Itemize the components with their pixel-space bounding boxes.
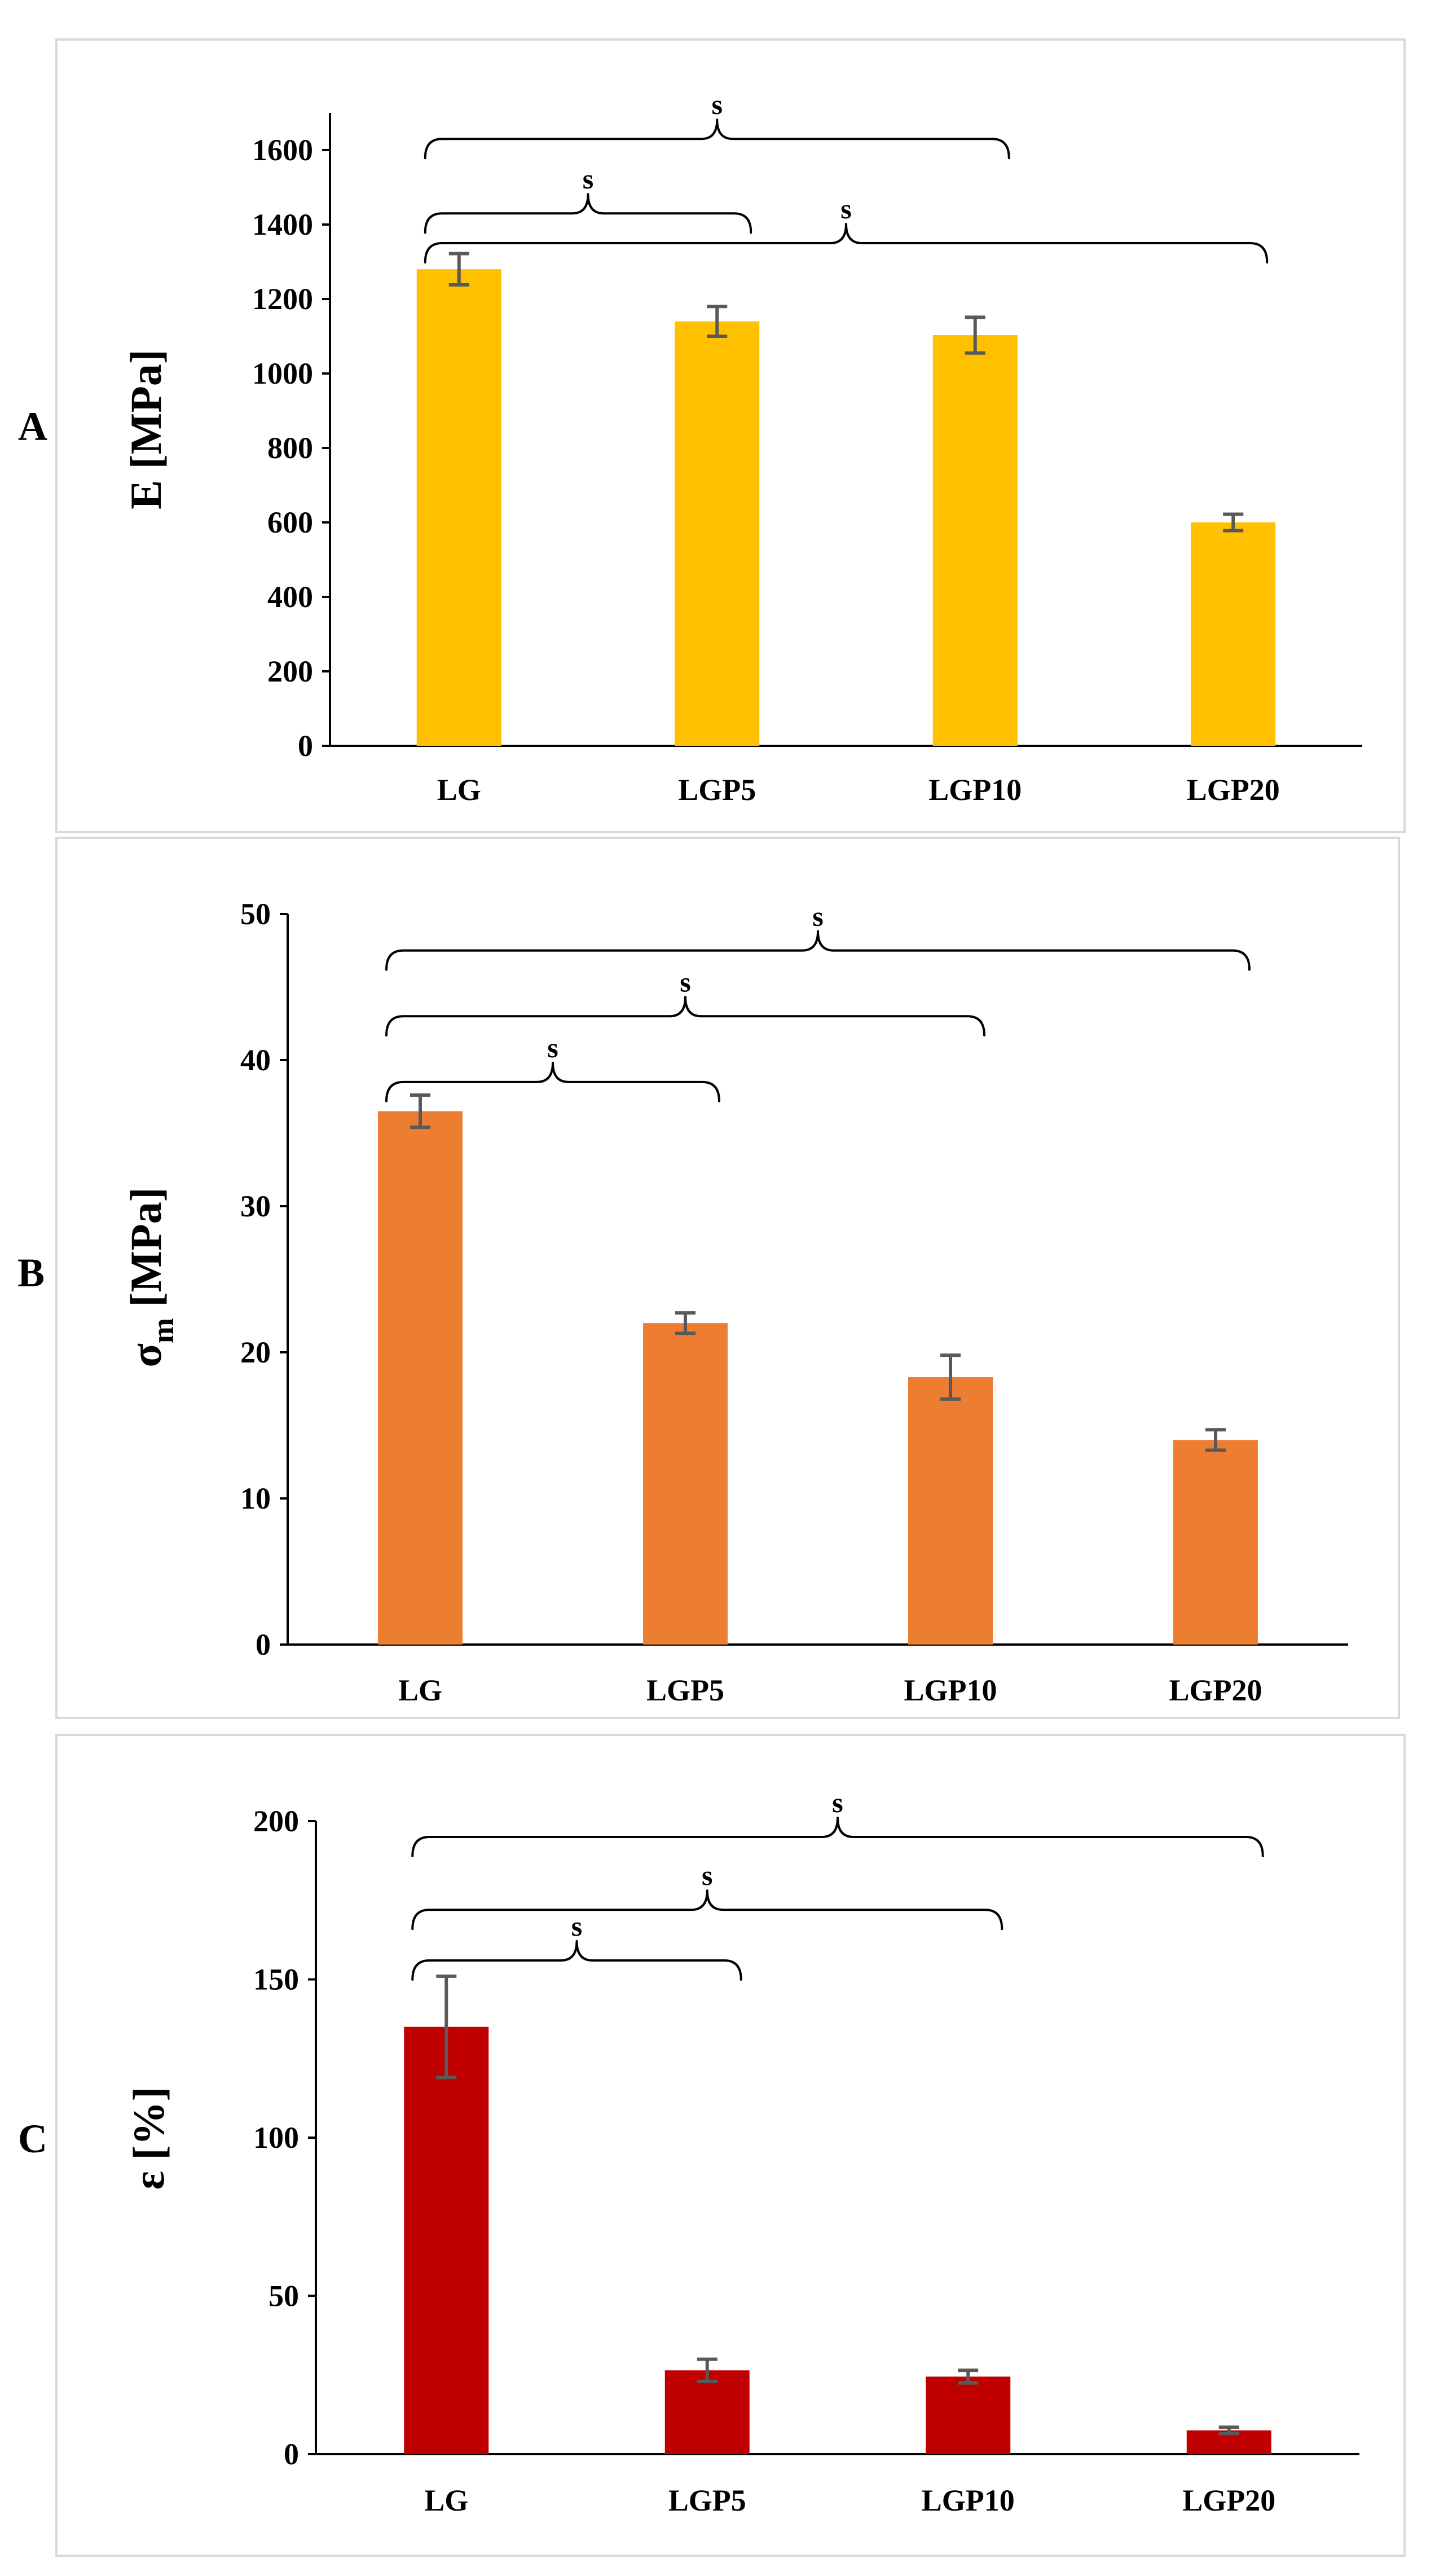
significance-label: s [812,900,823,932]
significance-label: s [571,1910,582,1942]
x-tick-label: LGP20 [1169,1673,1262,1707]
x-tick-label: LGP5 [678,773,756,807]
y-tick-label: 20 [240,1335,271,1369]
y-tick-label: 400 [267,580,313,614]
y-tick-label: 1000 [252,357,313,390]
y-tick-label: 600 [267,505,313,539]
y-axis-title-main: ε [%] [124,2087,173,2190]
y-tick-label: 0 [298,729,313,763]
error-bar-LGP10 [965,315,985,355]
x-tick-label: LG [398,1673,442,1707]
error-bar-LG [448,252,469,287]
y-axis-title-main: E [MPa] [121,349,170,509]
y-tick-label: 0 [256,1628,271,1661]
x-tick-label: LG [424,2483,468,2517]
y-tick-label: 50 [240,897,271,931]
x-tick-label: LGP10 [922,2483,1015,2517]
y-tick-label: 150 [253,1963,299,1997]
significance-bracket [411,1817,1264,1858]
significance-bracket [424,193,752,234]
y-tick-label: 200 [253,1804,299,1838]
y-tick-label: 30 [240,1189,271,1223]
bar-LG [416,269,501,746]
significance-label: s [832,1787,843,1818]
x-tick-label: LGP10 [928,773,1022,807]
bar-LGP10 [926,2376,1011,2454]
x-tick-label: LG [437,773,481,807]
bar-LGP10 [932,335,1018,746]
x-tick-label: LGP5 [668,2483,746,2517]
y-tick-label: 1400 [252,208,313,241]
chart-panel-A: 0 200 400 600 800 1000 1200 1400 1600 LG LGP5 LGP10… [18,38,1406,833]
significance-bracket [385,930,1251,971]
y-axis-title-main: σ [121,1343,170,1367]
bar-LGP20 [1173,1440,1258,1645]
panel-label: A [18,404,47,449]
significance-bracket [424,118,1010,160]
y-axis-title: E [MPa] [121,349,170,509]
x-tick-label: LGP5 [646,1673,724,1707]
significance-label: s [583,163,593,195]
bar-LGP5 [664,2370,750,2454]
error-bar-LGP20 [1223,512,1244,533]
x-tick-label: LGP20 [1187,773,1280,807]
bar-LG [378,1111,463,1645]
error-bar-LGP5 [697,2357,718,2383]
significance-label: s [702,1860,712,1891]
error-bar-LGP5 [675,1311,696,1335]
significance-bracket [385,996,985,1037]
error-bar-LGP20 [1205,1428,1226,1452]
error-bar-LG [436,1974,457,2080]
significance-label: s [712,89,723,120]
bar-LGP20 [1191,522,1276,746]
chart-panel-C: 0 50 100 150 200 LG LGP5 LGP10 LGP20 s s s ε [%] C [18,1734,1406,2557]
significance-bracket [424,223,1269,263]
x-tick-label: LGP20 [1182,2483,1275,2517]
significance-label: s [840,193,851,225]
chart-panel-B: 0 10 20 30 40 50 LG LGP5 LGP10 LGP20 s s s σm [MPa] B [17,837,1400,1719]
error-bar-LGP10 [958,2368,979,2385]
significance-label: s [547,1032,558,1063]
y-axis-title: ε [%] [124,2087,173,2190]
significance-label: s [680,966,690,997]
y-tick-label: 800 [267,431,313,465]
y-tick-label: 50 [268,2279,299,2313]
bar-LGP10 [908,1377,993,1645]
y-tick-label: 1200 [252,282,313,316]
error-bar-LGP5 [707,305,728,338]
y-tick-label: 200 [267,654,313,688]
panel-label: B [17,1250,45,1295]
error-bar-LGP10 [940,1353,961,1401]
significance-bracket [411,1940,742,1981]
significance-bracket [385,1061,720,1102]
y-tick-label: 0 [284,2437,299,2471]
error-bar-LG [410,1093,430,1129]
x-tick-label: LGP10 [904,1673,997,1707]
y-axis-title-subscript: m [146,1318,180,1343]
error-bar-LGP20 [1218,2425,1239,2436]
bar-LG [404,2026,489,2454]
y-tick-label: 40 [240,1043,271,1077]
y-tick-label: 1600 [252,133,313,167]
bar-LGP5 [643,1323,728,1645]
bar-LGP5 [675,321,760,746]
y-tick-label: 100 [253,2121,299,2155]
panel-label: C [18,2116,47,2161]
y-axis-title: σm [MPa] [121,1187,180,1367]
y-tick-label: 10 [240,1482,271,1515]
significance-bracket [411,1889,1003,1931]
y-axis-title-rest: [MPa] [121,1187,170,1318]
